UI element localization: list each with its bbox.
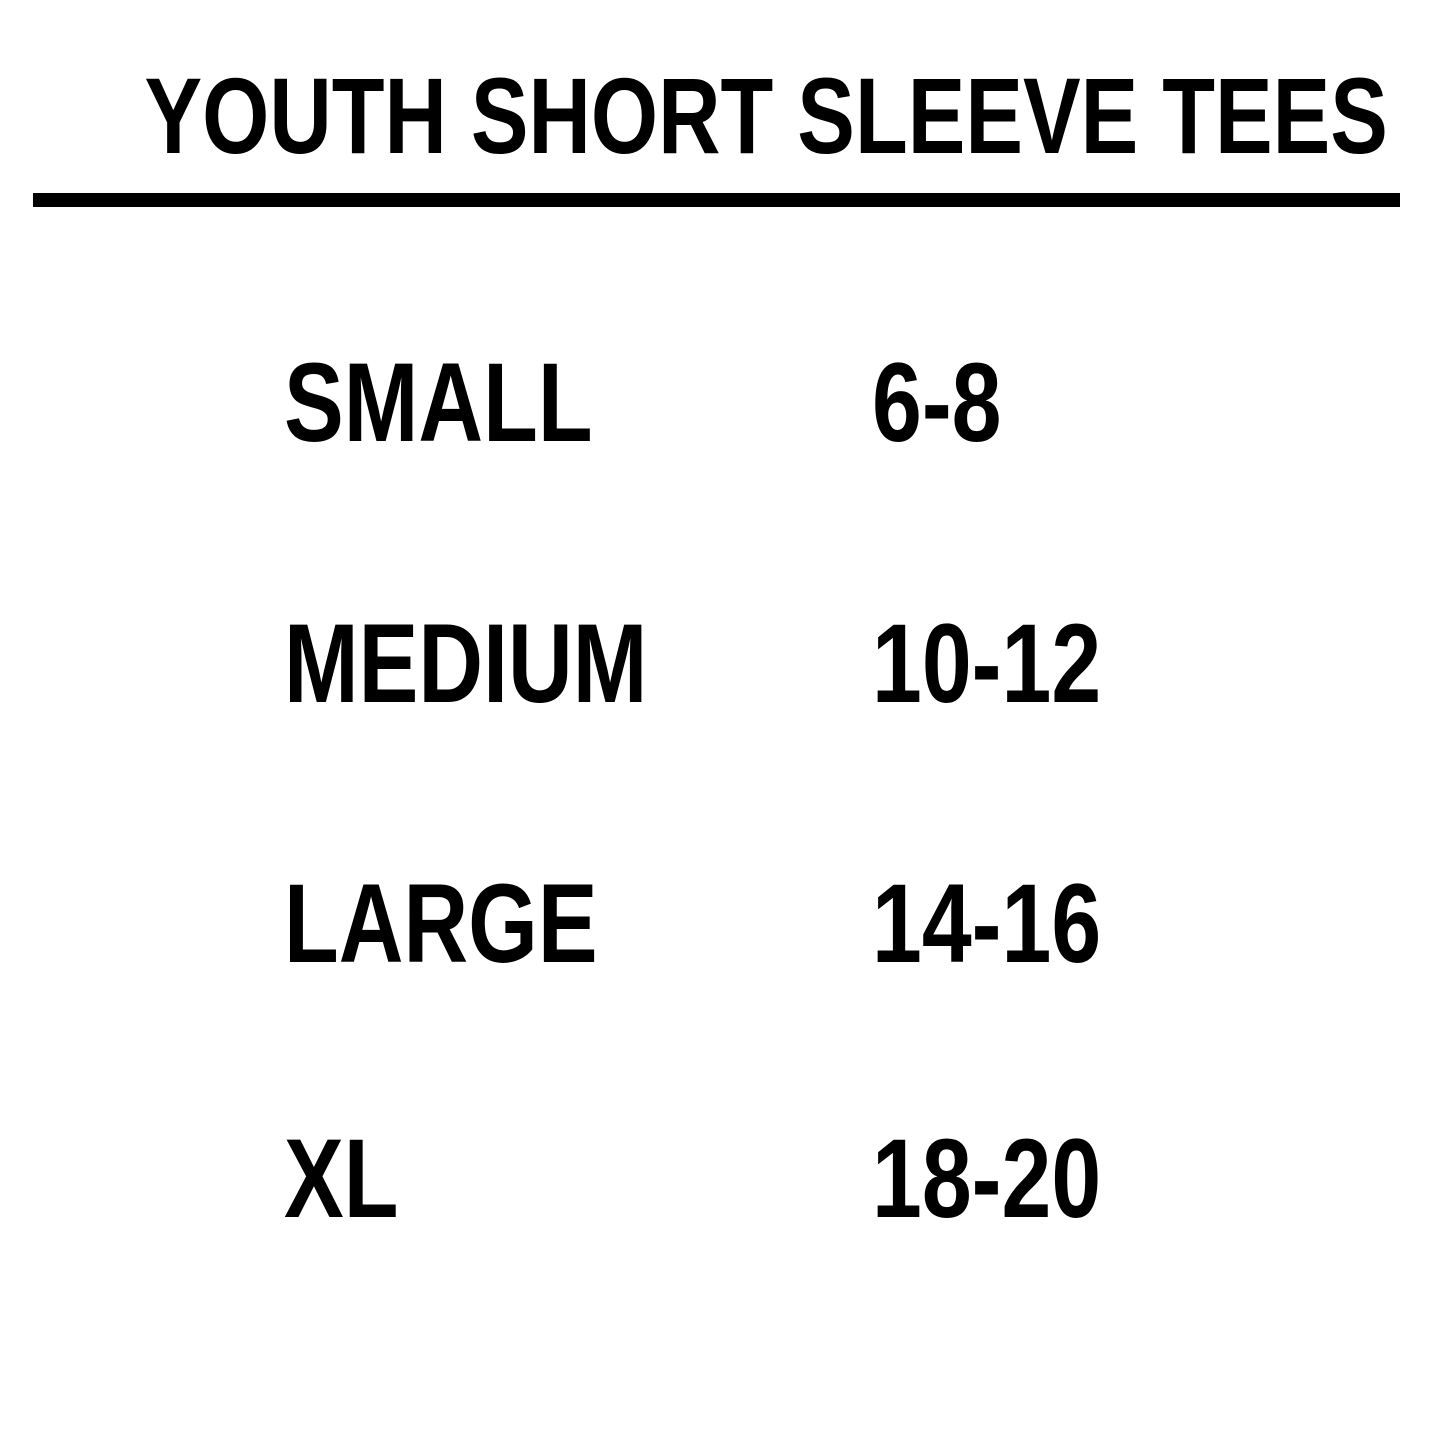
size-value: 10-12	[872, 601, 1102, 726]
size-label: SMALL	[284, 340, 593, 465]
table-row: XL 18-20	[0, 1116, 1445, 1241]
size-label: LARGE	[284, 861, 598, 986]
table-row: MEDIUM 10-12	[0, 601, 1445, 726]
size-label: XL	[284, 1116, 399, 1241]
size-value: 14-16	[872, 861, 1102, 986]
page-title: YOUTH SHORT SLEEVE TEES	[144, 55, 1388, 176]
size-label: MEDIUM	[284, 601, 648, 726]
title-divider	[33, 193, 1400, 207]
size-value: 18-20	[872, 1116, 1102, 1241]
table-row: LARGE 14-16	[0, 861, 1445, 986]
size-value: 6-8	[872, 340, 1002, 465]
table-row: SMALL 6-8	[0, 340, 1445, 465]
